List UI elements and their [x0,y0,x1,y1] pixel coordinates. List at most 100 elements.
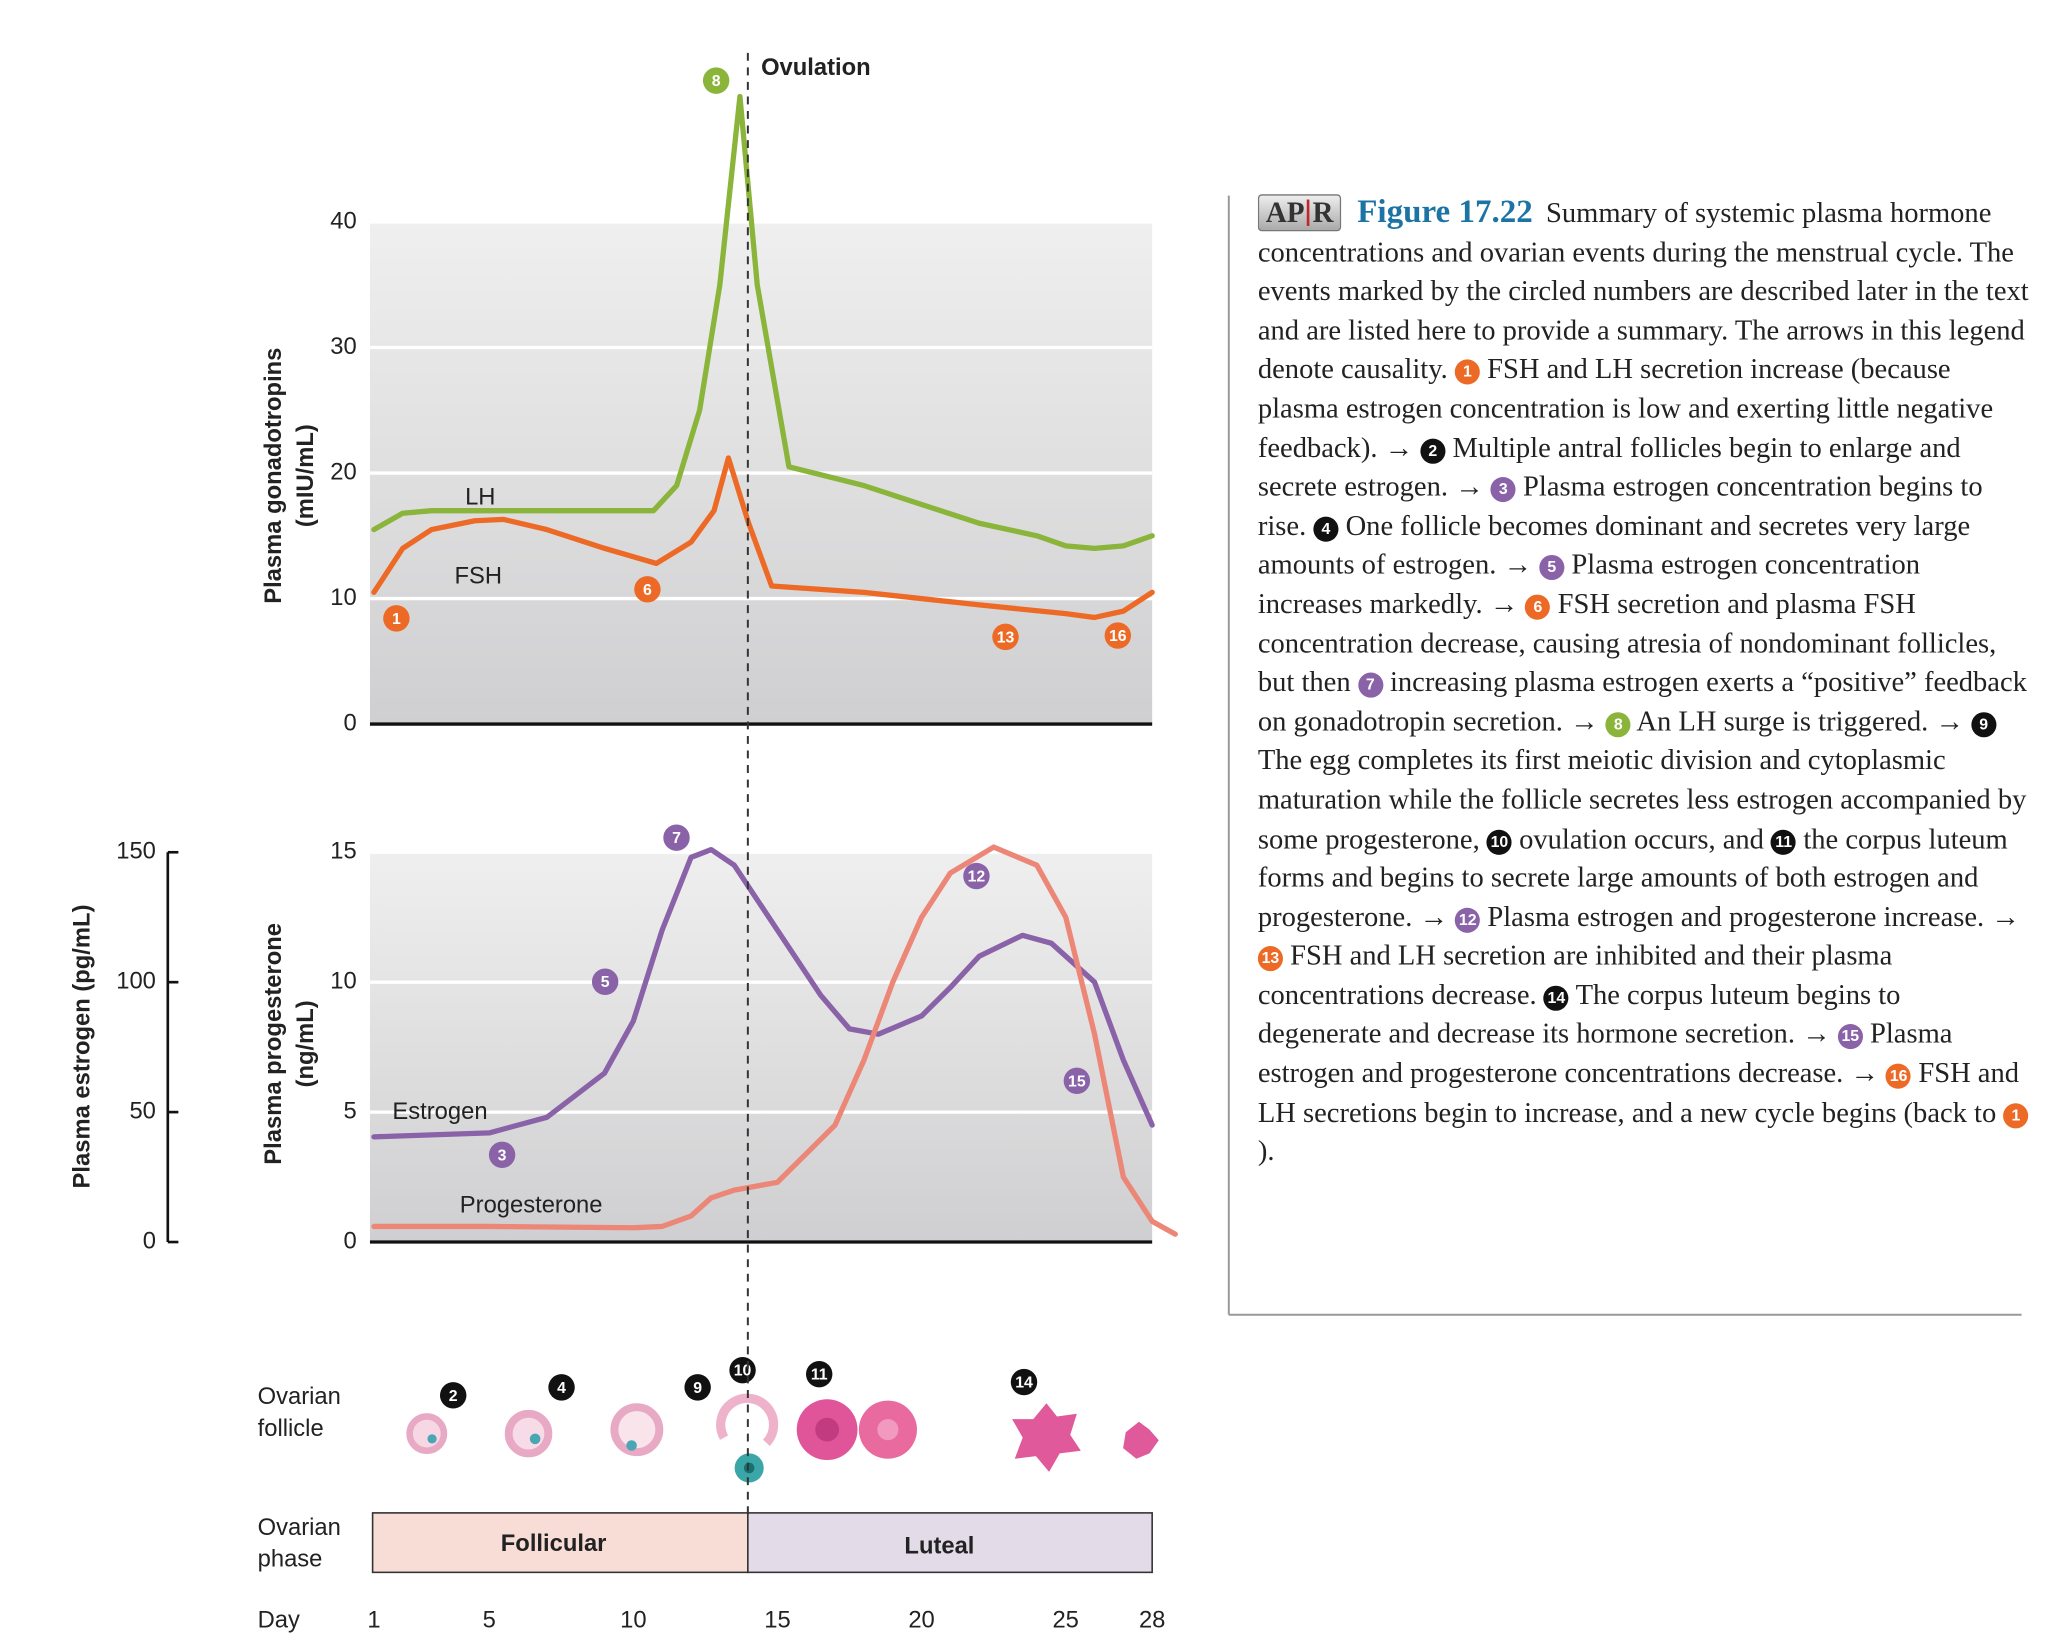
event-number: 3 [498,1147,507,1164]
event-marker [1104,622,1132,649]
event-marker [383,605,410,632]
caption-segment: The egg completes its first meiotic divi… [1257,744,2027,855]
caption-number: 14 [1543,985,1569,1011]
caption-number: 6 [1525,594,1551,620]
caption-segment: One follicle becomes dominant and secret… [1257,509,1971,581]
follicles [406,1393,1159,1483]
event-number: 10 [734,1363,752,1380]
caption-number: 10 [1486,829,1512,855]
y-axis-label: (ng/mL) [292,1000,319,1087]
y2-tick-label: 100 [116,967,156,994]
y-axis-label: (mIU/mL) [292,424,319,527]
event-number: 9 [693,1380,702,1397]
event-marker [591,968,619,995]
event-number: 14 [1015,1375,1033,1392]
y-axis-label: Plasma progesterone [260,923,287,1165]
caption-number: 15 [1837,1024,1863,1050]
event-marker [488,1141,516,1169]
event-marker [634,576,661,603]
caption-segment: Plasma estrogen and progesterone increas… [1480,900,2020,933]
y-tick-label: 20 [330,458,356,485]
caption-number: 16 [1886,1063,1912,1089]
caption-segment: ovulation occurs, and [1511,822,1772,855]
figure-number: Figure 17.22 [1357,194,1533,230]
phase-box [747,1512,1153,1574]
y-axis-label: Plasma gonadotropins [260,348,287,604]
phase-label: Luteal [904,1533,974,1560]
event-marker [684,1374,711,1401]
caption-text: AP R Figure 17.22 Summary of systemic plasm… [1257,193,2031,1172]
series-line [371,455,1155,621]
y2-axis-label: Plasma estrogen (pg/mL) [69,905,96,1189]
caption: AP R Figure 17.22 Summary of systemic plasm… [1257,193,2031,1172]
event-marker [548,1374,575,1401]
x-tick-label: 5 [483,1607,496,1634]
row-label: Ovarian [258,1383,341,1410]
x-tick-label: 10 [620,1607,646,1634]
event-number: 8 [712,73,721,90]
caption-segment: Plasma estrogen concentration begins to … [1257,470,1983,542]
phase-box [371,1512,749,1574]
logo: AP R [1257,194,1342,232]
event-marker [439,1382,467,1409]
x-tick-label: 15 [764,1607,790,1634]
y-tick-label: 0 [344,1227,357,1254]
caption-number: 2 [1420,438,1446,464]
caption-segment: FSH and LH secretion are inhibited and t… [1257,939,1893,1011]
x-tick-label: 20 [908,1607,934,1634]
x-tick-label: 25 [1052,1607,1078,1634]
caption-segment: Multiple antral follicles begin to enlar… [1257,431,1961,503]
caption-segment: the corpus luteum forms and begins to se… [1257,822,2008,933]
y-tick-label: 5 [344,1097,357,1124]
caption-segment: increasing plasma estrogen exerts a “pos… [1257,666,2027,737]
event-number: 2 [449,1388,458,1405]
y-tick-label: 0 [344,709,357,736]
caption-segment: FSH and LH secretions begin to increase,… [1257,1057,2020,1128]
event-number: 16 [1109,628,1127,645]
x-tick-label: 28 [1139,1607,1165,1634]
caption-number: 8 [1605,711,1631,737]
caption-number: 1 [2003,1102,2029,1128]
y2-tick-label: 0 [143,1227,156,1254]
caption-segment: FSH and LH secretion increase (because p… [1257,353,1994,464]
plot-area [369,852,1153,1243]
series-label: Estrogen [392,1098,487,1125]
series-label: FSH [455,563,503,590]
series-line [371,844,1178,1237]
event-number: 11 [811,1367,828,1384]
event-marker [1063,1067,1091,1095]
y-tick-label: 30 [330,333,356,360]
y-tick-label: 10 [330,584,356,611]
event-marker [992,623,1019,651]
y2-tick-label: 50 [129,1097,155,1124]
event-marker [663,824,690,851]
event-number: 1 [392,611,401,628]
event-marker [729,1356,756,1384]
logo-text: AP [1265,195,1305,229]
caption-number: 11 [1771,829,1797,855]
caption-segment: ). [1257,1135,1275,1168]
series-line [371,93,1155,551]
series-label: LH [465,483,495,510]
caption-number: 9 [1971,711,1997,737]
event-marker [963,862,990,890]
series-label: Progesterone [460,1192,603,1219]
event-number: 12 [968,869,986,886]
row-label: phase [258,1546,323,1573]
series-line [371,846,1155,1140]
event-marker [1010,1368,1038,1396]
phase-label: Follicular [501,1530,607,1557]
caption-number: 7 [1357,672,1383,698]
annotation: Ovulation [761,54,871,81]
event-number: 15 [1068,1073,1086,1090]
row-label: follicle [258,1415,324,1442]
caption-number: 5 [1539,555,1565,581]
event-marker [805,1360,833,1388]
event-number: 5 [601,974,610,991]
y-tick-label: 15 [330,838,356,865]
x-axis-label: Day [258,1607,300,1634]
caption-number: 13 [1257,946,1283,972]
row-label: Ovarian [258,1514,341,1541]
y2-tick-label: 150 [116,838,156,865]
